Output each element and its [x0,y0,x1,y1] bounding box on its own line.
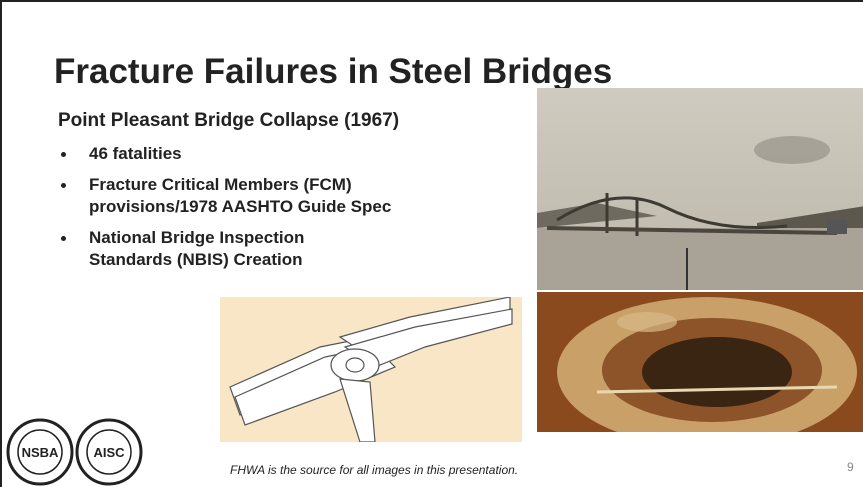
bullet-dot [61,183,66,188]
bullet-text: provisions/1978 AASHTO Guide Spec [89,196,391,218]
fracture-photo [537,292,863,432]
logo-text: NSBA [22,445,59,460]
slide: Fracture Failures in Steel Bridges Point… [0,0,863,487]
bridge-photo [537,88,863,290]
bullet-text: National Bridge Inspection [89,227,391,249]
slide-title: Fracture Failures in Steel Bridges [54,52,612,92]
bullet-dot [61,152,66,157]
logos: NSBA AISC [6,416,144,487]
bullet-item: 46 fatalities [58,143,391,165]
footer-note: FHWA is the source for all images in thi… [230,463,518,477]
bullet-text: 46 fatalities [89,143,391,165]
bullet-text: Fracture Critical Members (FCM) [89,174,391,196]
bullet-item: Fracture Critical Members (FCM)provision… [58,174,391,218]
bullet-list: 46 fatalities Fracture Critical Members (… [58,143,391,280]
page-number: 9 [847,460,854,474]
eyebar-illustration [220,297,522,442]
bullet-text: Standards (NBIS) Creation [89,249,391,271]
logo-text: AISC [93,445,125,460]
slide-subtitle: Point Pleasant Bridge Collapse (1967) [58,110,399,132]
bullet-dot [61,236,66,241]
